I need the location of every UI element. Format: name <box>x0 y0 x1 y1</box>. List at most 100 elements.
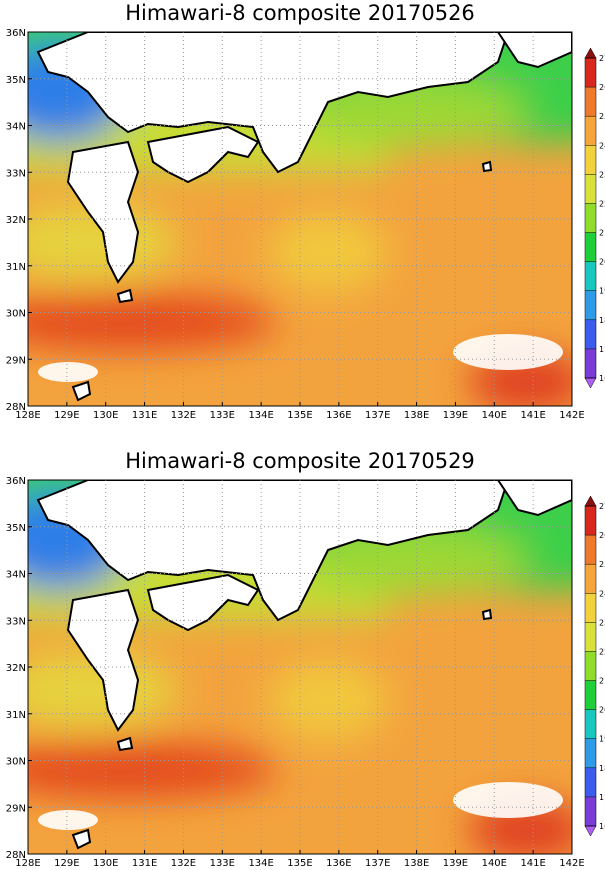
lon-label: 133E <box>210 858 235 869</box>
lon-label: 137E <box>365 858 390 869</box>
lon-label: 128E <box>15 858 40 869</box>
lat-label: 33N <box>6 616 26 627</box>
colorbar-segment <box>585 261 596 291</box>
colorbar-under <box>584 825 597 837</box>
colorbar-label: 24 <box>599 141 605 150</box>
lon-label: 129E <box>54 858 79 869</box>
lon-label: 135E <box>287 858 312 869</box>
colorbar-label: 20 <box>599 258 605 267</box>
lat-label: 29N <box>6 803 26 814</box>
colorbar-label: 19 <box>599 735 605 744</box>
colorbar-segment <box>585 767 596 797</box>
lon-label: 138E <box>404 410 429 421</box>
lon-label: 142E <box>559 858 584 869</box>
lat-label: 34N <box>6 570 26 581</box>
colorbar-label: 25 <box>599 560 605 569</box>
lon-label: 137E <box>365 410 390 421</box>
lon-label: 135E <box>287 410 312 421</box>
lon-label: 139E <box>443 858 468 869</box>
lat-label: 34N <box>6 122 26 133</box>
lat-label: 36N <box>6 28 26 39</box>
colorbar-segment <box>585 651 596 681</box>
colorbar-segment <box>585 290 596 320</box>
lat-label: 35N <box>6 523 26 534</box>
colorbar-label: 25 <box>599 112 605 121</box>
colorbar-label: 27 <box>599 502 605 511</box>
colorbar-label: 24 <box>599 589 605 598</box>
lat-label: 32N <box>6 663 26 674</box>
colorbar-over <box>584 47 597 59</box>
lon-label: 139E <box>443 410 468 421</box>
lon-label: 128E <box>15 410 40 421</box>
colorbar-label: 26 <box>599 83 605 92</box>
lat-label: 28N <box>6 850 26 861</box>
map-title: Himawari-8 composite 20170526 <box>125 1 475 25</box>
colorbar-over <box>584 495 597 507</box>
lat-label: 35N <box>6 75 26 86</box>
colorbar-segment <box>585 564 596 594</box>
lon-label: 140E <box>482 410 507 421</box>
colorbar-label: 18 <box>599 316 605 325</box>
lat-label: 31N <box>6 710 26 721</box>
colorbar-label: 19 <box>599 287 605 296</box>
lon-label: 131E <box>132 858 157 869</box>
colorbar-segment <box>585 348 596 378</box>
colorbar-label: 16 <box>599 822 605 831</box>
lon-label: 131E <box>132 410 157 421</box>
lon-label: 130E <box>93 858 118 869</box>
colorbar-label: 20 <box>599 706 605 715</box>
lat-label: 31N <box>6 262 26 273</box>
colorbar-segment <box>585 87 596 117</box>
colorbar-segment <box>585 680 596 710</box>
lon-label: 138E <box>404 858 429 869</box>
colorbar-segment <box>585 796 596 826</box>
colorbar-segment <box>585 535 596 565</box>
lon-label: 134E <box>248 410 273 421</box>
colorbar-segment <box>585 145 596 175</box>
map-title: Himawari-8 composite 20170529 <box>125 449 475 473</box>
colorbar-label: 21 <box>599 677 605 686</box>
colorbar-segment <box>585 232 596 262</box>
colorbar-label: 23 <box>599 618 605 627</box>
colorbar-segment <box>585 593 596 623</box>
colorbar-segment <box>585 319 596 349</box>
lat-label: 30N <box>6 309 26 320</box>
lon-label: 140E <box>482 858 507 869</box>
colorbar-label: 18 <box>599 764 605 773</box>
colorbar-segment <box>585 622 596 652</box>
lat-label: 36N <box>6 476 26 487</box>
colorbar-segment <box>585 203 596 233</box>
colorbar-segment <box>585 506 596 536</box>
colorbar-label: 22 <box>599 199 605 208</box>
map-frame <box>27 479 573 855</box>
colorbar-segment <box>585 738 596 768</box>
colorbar-label: 21 <box>599 229 605 238</box>
lat-label: 33N <box>6 168 26 179</box>
colorbar-label: 16 <box>599 374 605 383</box>
map-field <box>0 32 572 412</box>
colorbar-label: 22 <box>599 647 605 656</box>
colorbar-segment <box>585 174 596 204</box>
lon-label: 129E <box>54 410 79 421</box>
lon-label: 136E <box>326 410 351 421</box>
colorbar-segment <box>585 116 596 146</box>
map-field <box>0 480 572 860</box>
colorbar-label: 23 <box>599 170 605 179</box>
colorbar-under <box>584 377 597 389</box>
lat-label: 30N <box>6 757 26 768</box>
lon-label: 141E <box>520 410 545 421</box>
lat-label: 28N <box>6 402 26 413</box>
lon-label: 130E <box>93 410 118 421</box>
colorbar-label: 26 <box>599 531 605 540</box>
lon-label: 132E <box>171 410 196 421</box>
map-frame <box>27 31 573 407</box>
lon-label: 134E <box>248 858 273 869</box>
lon-label: 141E <box>520 858 545 869</box>
lon-label: 132E <box>171 858 196 869</box>
lon-label: 136E <box>326 858 351 869</box>
colorbar-segment <box>585 709 596 739</box>
colorbar-label: 27 <box>599 54 605 63</box>
